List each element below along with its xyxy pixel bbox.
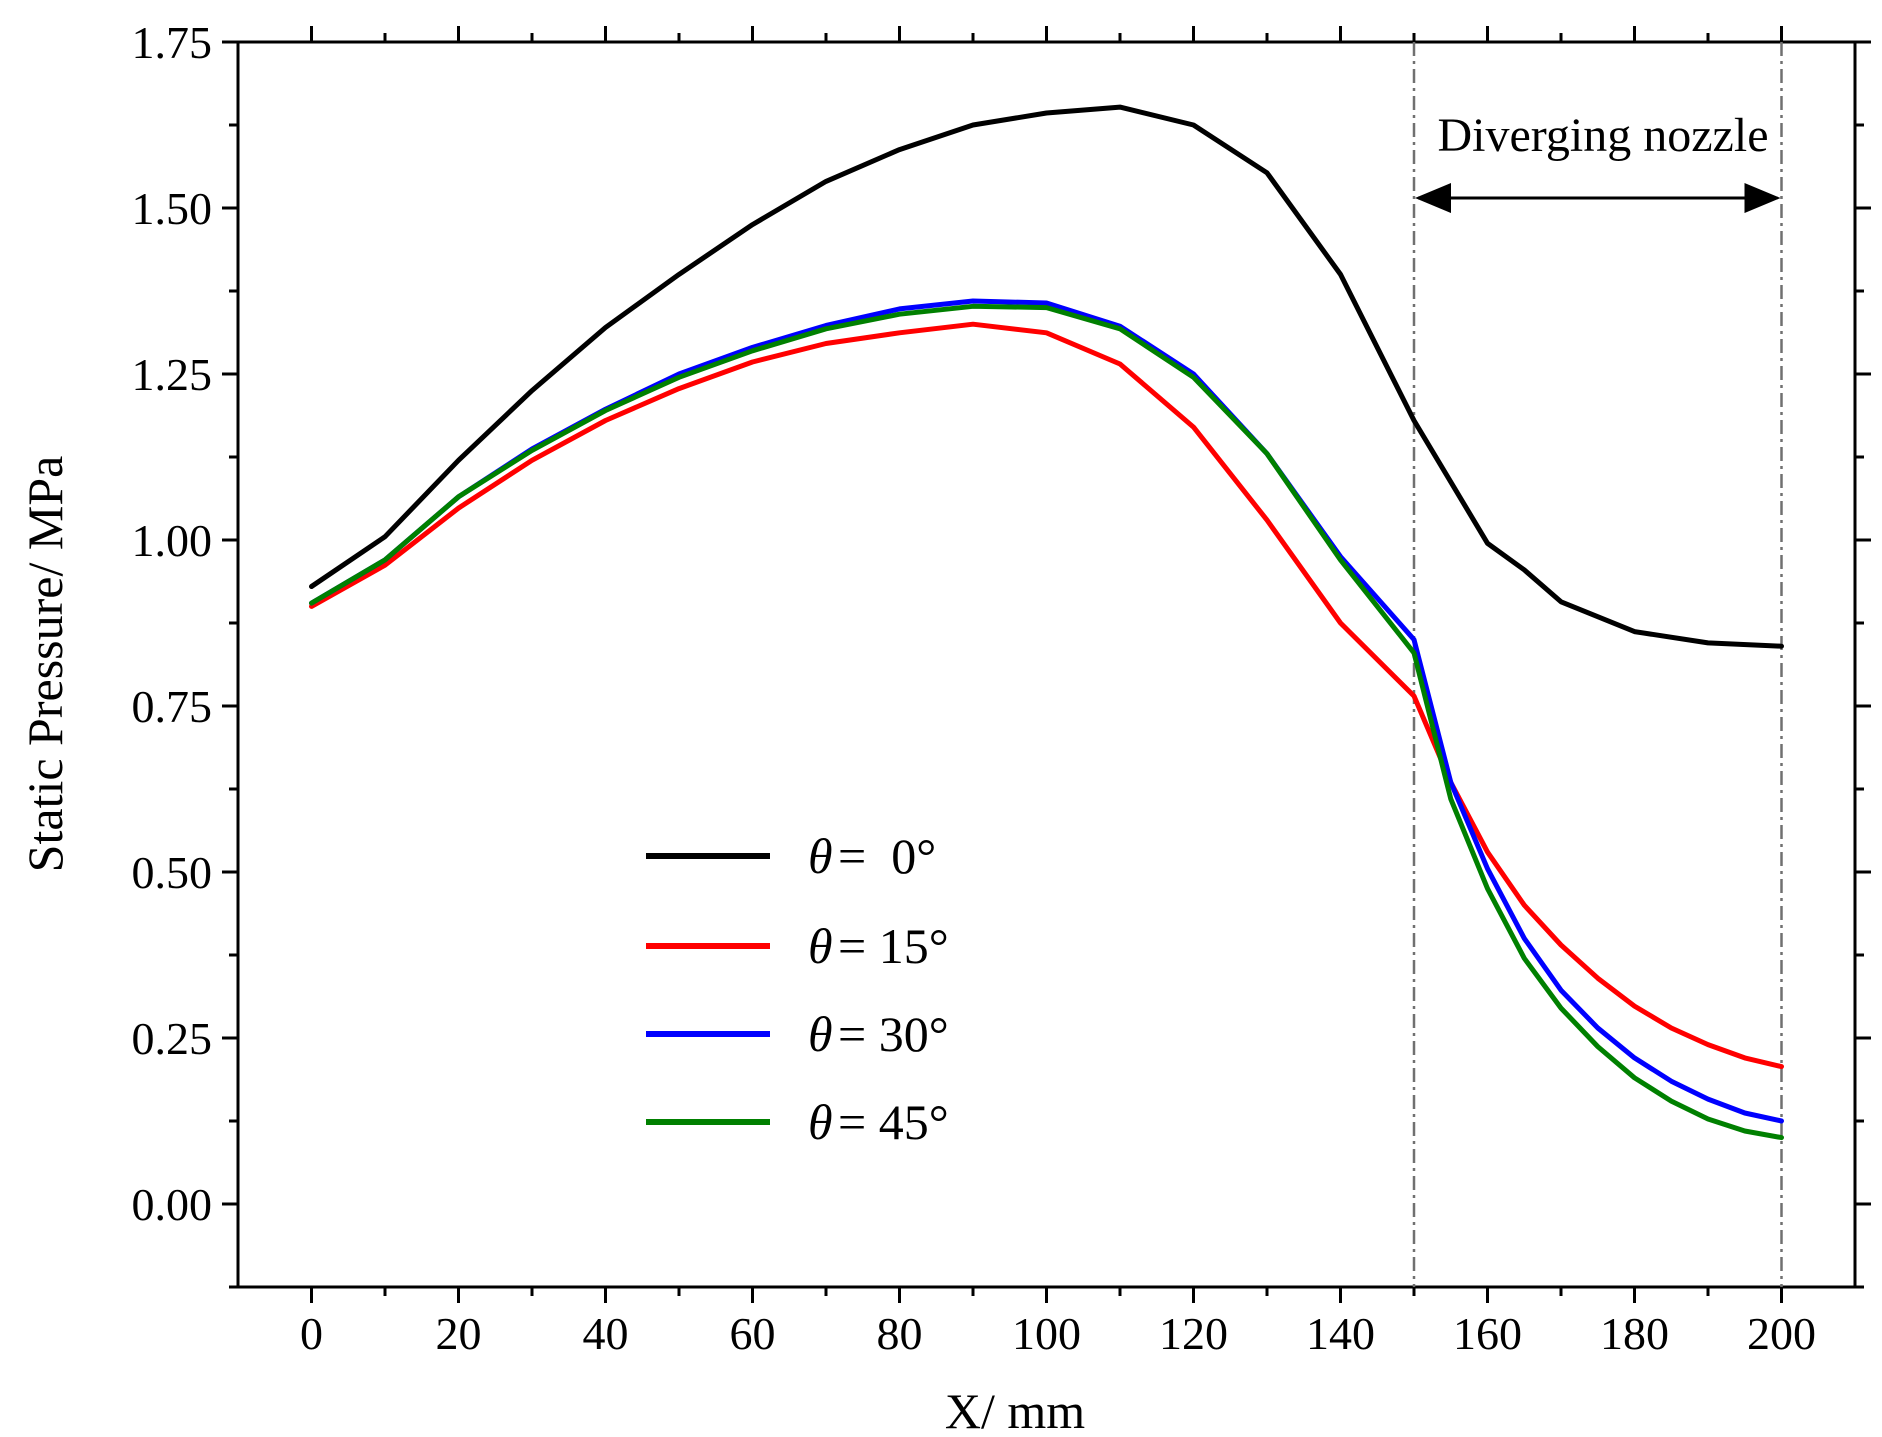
series-line-1 [309, 321, 1784, 1070]
x-tick-label: 100 [1012, 1308, 1081, 1359]
legend-theta-1: θ [808, 918, 833, 974]
legend-label-3: = 45° [838, 1094, 949, 1150]
plot-frame [236, 40, 1857, 1289]
legend: θ = 0° θ = 15° θ = 30° θ = 45° [646, 828, 949, 1150]
reference-lines [1412, 42, 1783, 1287]
x-tick-label: 80 [877, 1308, 923, 1359]
legend-label-2: = 30° [838, 1006, 949, 1062]
x-tick-label: 20 [436, 1308, 482, 1359]
series-line-3 [309, 303, 1784, 1141]
legend-item-3: θ = 45° [646, 1094, 949, 1150]
y-tick-label: 1.25 [132, 349, 213, 400]
y-tick-label: 1.00 [132, 515, 213, 566]
y-tick-label: 1.75 [132, 17, 213, 68]
x-axis-title: X/ mm [945, 1383, 1085, 1437]
y-tick-label: 0.00 [132, 1179, 213, 1230]
legend-item-0: θ = 0° [646, 828, 936, 884]
x-tick-label: 140 [1306, 1308, 1375, 1359]
x-tick-label: 180 [1600, 1308, 1669, 1359]
series-lines [309, 104, 1784, 1141]
y-tick-label: 0.75 [132, 681, 213, 732]
series-line-0 [309, 104, 1784, 649]
x-tick-label: 60 [730, 1308, 776, 1359]
x-tick-label: 200 [1747, 1308, 1816, 1359]
x-tick-label: 40 [583, 1308, 629, 1359]
legend-theta-3: θ [808, 1094, 833, 1150]
annotation-text: Diverging nozzle [1437, 109, 1768, 162]
x-tick-label: 160 [1453, 1308, 1522, 1359]
x-tick-label: 0 [300, 1308, 323, 1359]
y-axis-title: Static Pressure/ MPa [17, 456, 73, 873]
series-line-2 [309, 298, 1784, 1124]
legend-item-2: θ = 30° [646, 1006, 949, 1062]
y-tick-label: 0.50 [132, 847, 213, 898]
annotation-diverging-nozzle: Diverging nozzle [1415, 109, 1781, 214]
legend-theta-2: θ [808, 1006, 833, 1062]
legend-label-0: = 0° [838, 828, 936, 884]
y-tick-label: 0.25 [132, 1013, 213, 1064]
legend-theta-0: θ [808, 828, 833, 884]
x-tick-label: 120 [1159, 1308, 1228, 1359]
axis-ticks: 0 20 40 60 80 100 120 140 160 180 200 0.00 0.25 0.50 0… [132, 17, 1871, 1359]
legend-label-1: = 15° [838, 918, 949, 974]
y-tick-label: 1.50 [132, 183, 213, 234]
legend-item-1: θ = 15° [646, 918, 949, 974]
